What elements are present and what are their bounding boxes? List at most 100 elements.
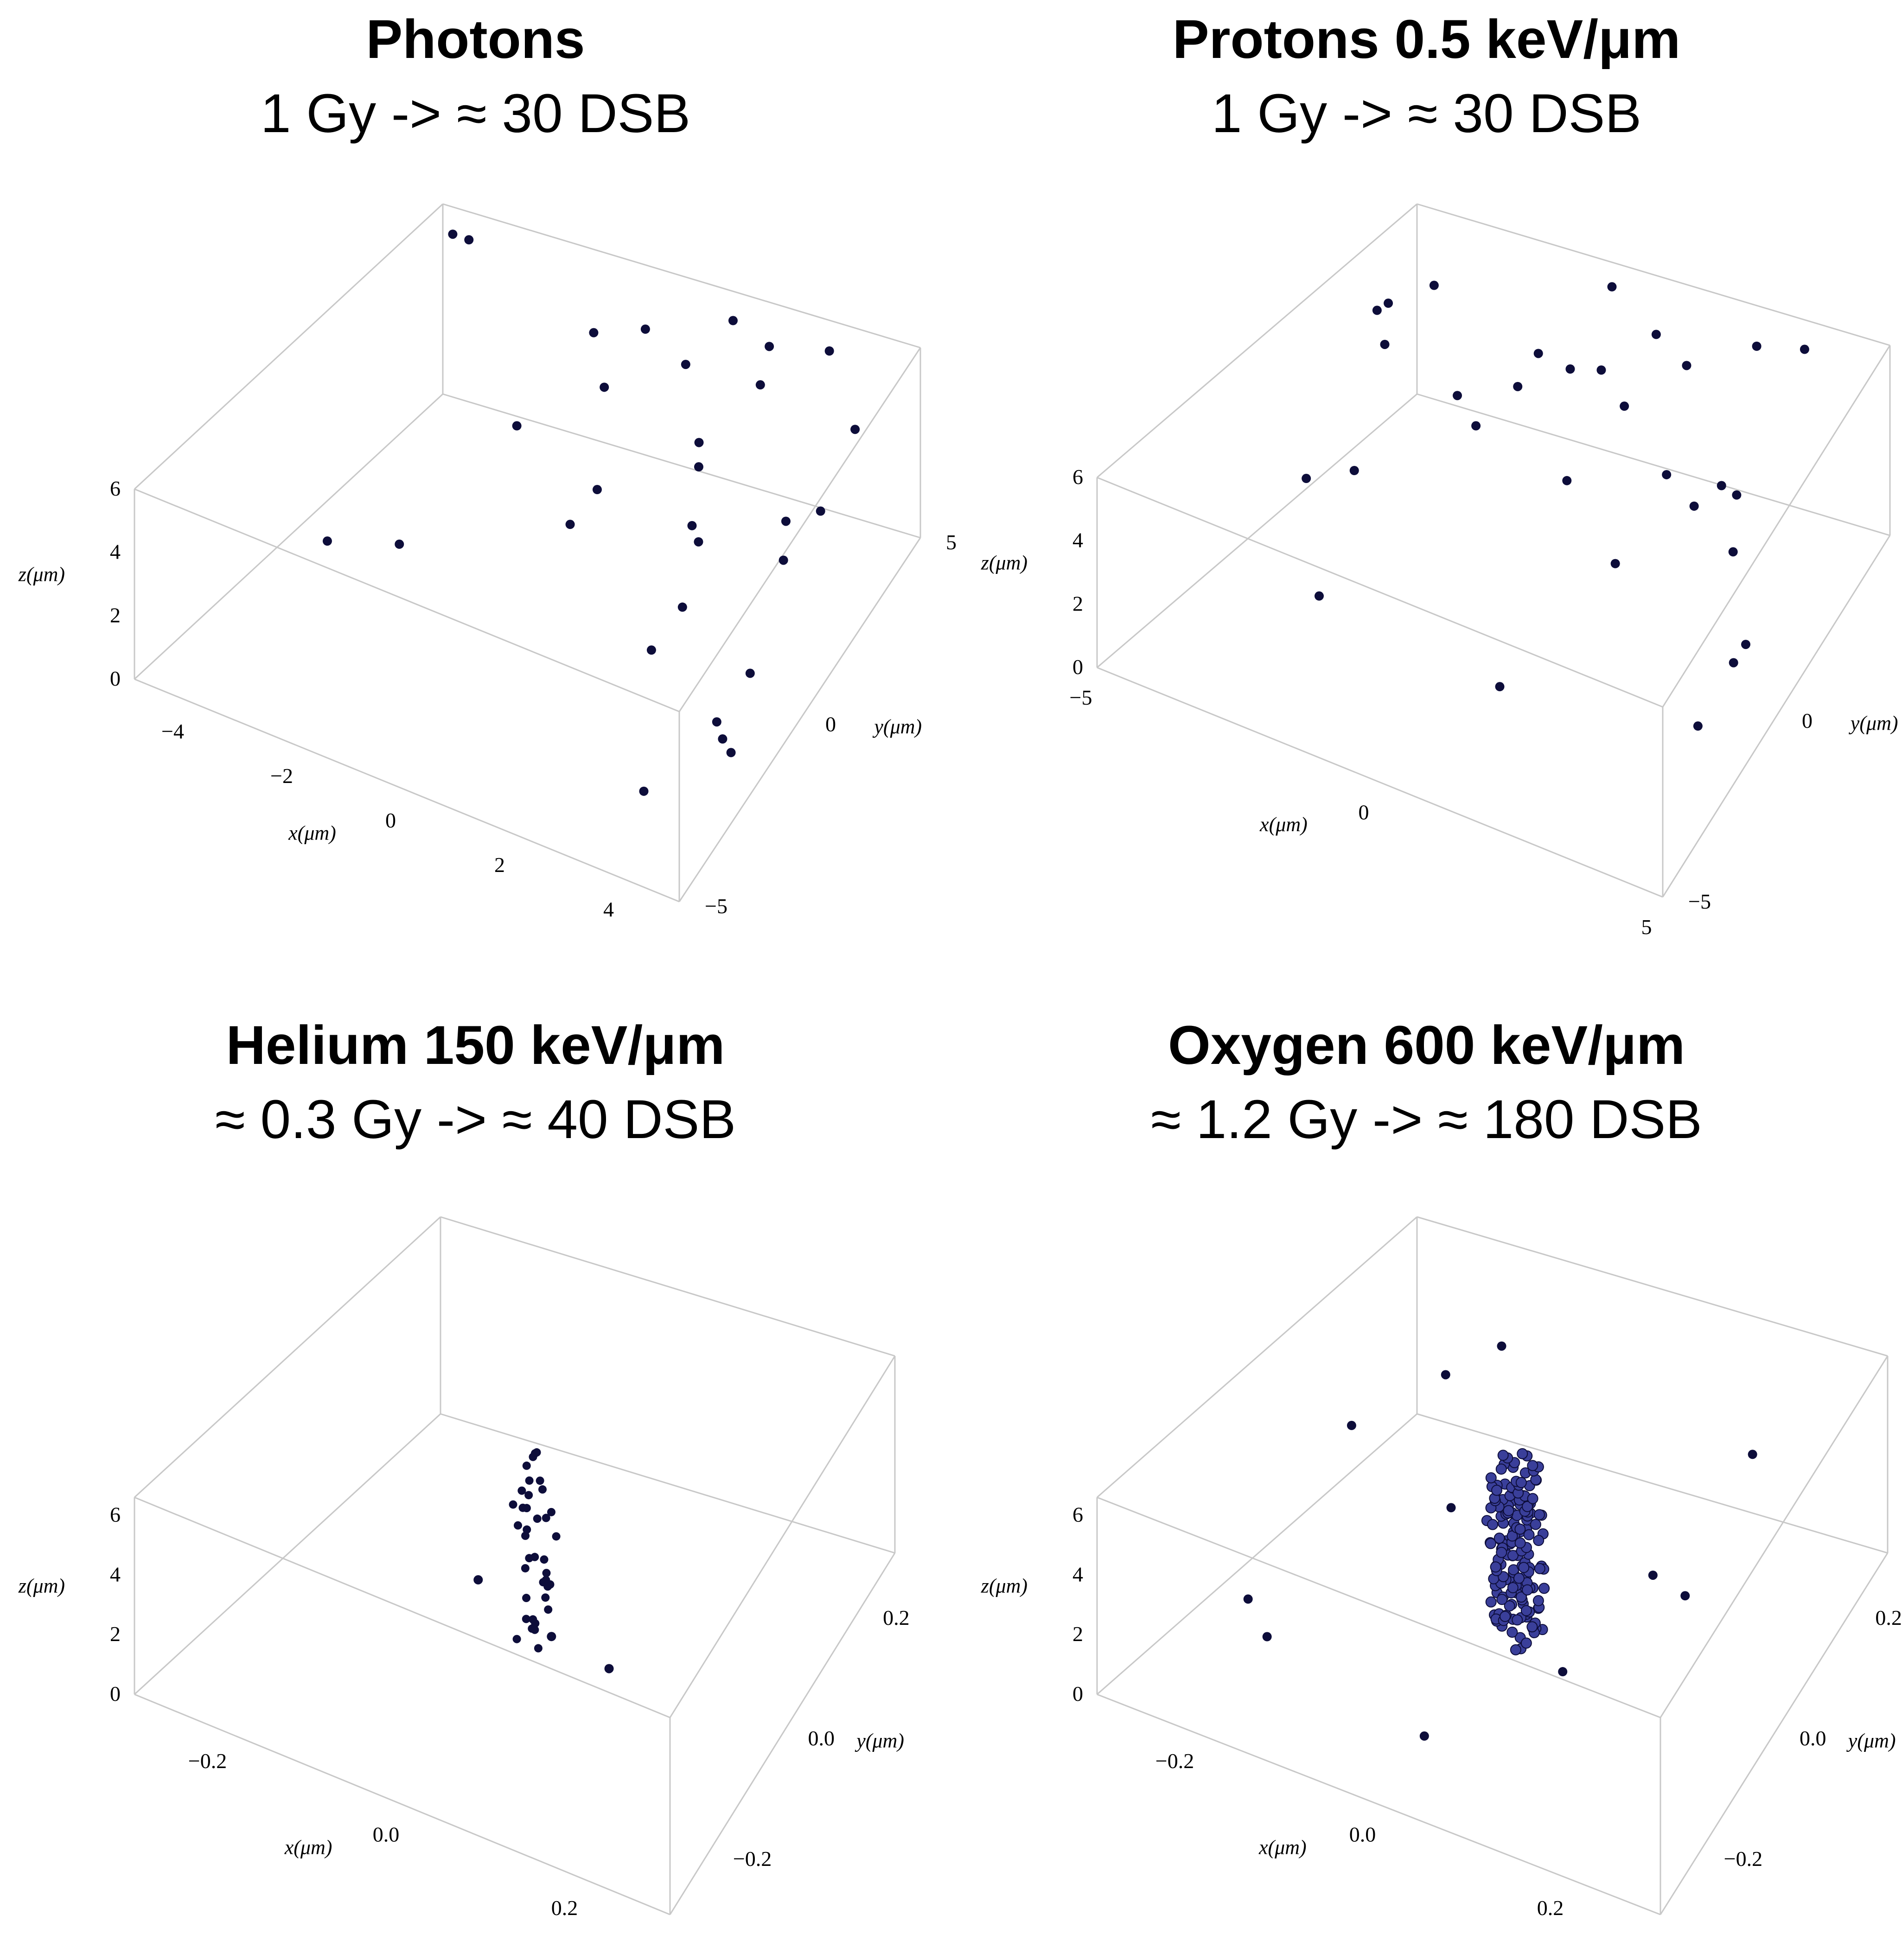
track-point [1496,1594,1508,1605]
data-point [1495,682,1505,692]
box-edge [134,1496,670,1718]
track-point [514,1521,523,1530]
data-point [1349,466,1359,476]
y-tick-label: 0.2 [883,1606,910,1629]
data-point [322,536,332,546]
photons-3d-scatter: 0 2 4 6 z(μm) −4 −2 0 2 4 x(μm) −5 0 5 y(μm) [18,203,957,921]
data-point [745,668,755,678]
x-tick-label: 0.2 [1537,1896,1564,1920]
z-tick-label: 0 [110,1682,121,1705]
chart-subtitle: 1 Gy -> ≈ 30 DSB [260,83,691,144]
data-point [565,520,575,529]
data-point [755,380,765,390]
data-point [395,539,404,549]
box-edge [1097,1413,1417,1695]
track-point [1487,1519,1499,1530]
track-point [1515,1476,1527,1488]
y-axis-label: y(μm) [1846,1729,1896,1752]
z-axis-label: z(μm) [18,1574,65,1597]
outlier-point [1347,1420,1356,1430]
track-point [529,1615,537,1624]
chart-subtitle: 1 Gy -> ≈ 30 DSB [1211,83,1642,144]
track-point [540,1555,549,1564]
y-tick-label: 5 [946,530,957,554]
box-edge [1417,393,1890,536]
track-point [530,1625,539,1634]
box-edge [134,203,444,490]
outlier-point [1419,1731,1429,1741]
y-tick-label: 0 [825,713,836,736]
track-point [1527,1493,1538,1504]
data-point [816,506,825,516]
z-axis-label: z(μm) [18,563,65,586]
data-point [779,555,788,565]
x-tick-label: −0.2 [1155,1749,1194,1773]
z-tick-label: 4 [110,540,121,564]
data-point [1471,421,1481,431]
x-tick-label: 0 [1359,801,1369,824]
track-point [1504,1600,1515,1612]
track-point [532,1448,541,1457]
oxygen-3d-scatter: 0 2 4 6 z(μm) −0.2 0.0 0.2 x(μm) −0.2 0.0 0.2 y(μm) [981,1216,1902,1920]
y-axis-label: y(μm) [872,715,922,738]
data-point [512,421,522,431]
x-tick-label: 0.0 [373,1823,400,1846]
z-tick-label: 2 [110,1622,121,1646]
x-tick-label: −0.2 [188,1749,227,1773]
y-tick-label: 0.2 [1875,1606,1902,1629]
chart-subtitle: ≈ 1.2 Gy -> ≈ 180 DSB [1151,1089,1702,1150]
track-point [1512,1614,1523,1626]
box-edge [669,1355,896,1718]
z-tick-label: 4 [1072,1562,1083,1586]
track-point [1495,1464,1507,1475]
helium-3d-scatter: 0 2 4 6 z(μm) −0.2 0.0 0.2 x(μm) −0.2 0.0 0.2 y(μm) [18,1216,910,1920]
data-point [728,316,738,325]
data-point [464,235,474,245]
data-point [1800,344,1809,354]
chart-title: Helium 150 keV/μm [226,1015,725,1076]
x-axis-label: x(μm) [1259,813,1308,836]
data-point [1565,364,1575,374]
data-point [687,521,697,530]
data-point [639,786,649,796]
track-point [1533,1534,1545,1546]
track-point [1507,1550,1519,1561]
track-point [1485,1472,1497,1483]
z-axis-label: z(μm) [981,1574,1028,1597]
data-point [1732,490,1742,500]
track-point [544,1605,553,1614]
x-axis-label: x(μm) [288,822,336,845]
z-tick-label: 6 [1072,465,1083,489]
box-edge [1097,203,1417,478]
box-edge [442,393,921,539]
data-point [1662,470,1672,479]
box-edge [134,1216,441,1498]
track-point [1526,1621,1538,1633]
track-point [522,1594,531,1603]
x-tick-label: 2 [494,853,505,877]
photons-panel: Photons 1 Gy -> ≈ 30 DSB 0 2 4 6 z(μm) −4 −2 0 2… [0,0,957,954]
z-tick-label: 0 [1072,1682,1083,1705]
data-point [589,328,599,337]
track-point [1506,1626,1518,1638]
x-tick-label: −4 [161,719,184,743]
track-point [1527,1460,1538,1471]
box-edge [1097,1216,1417,1498]
y-tick-label: −5 [705,894,728,918]
data-point [1596,365,1606,375]
data-point [681,360,690,369]
chart-title: Photons [366,9,585,70]
data-point [677,602,687,612]
y-tick-label: 0 [1802,709,1813,732]
data-point [1651,330,1661,339]
track-point [533,1515,542,1523]
box-edge [1662,535,1891,897]
x-tick-label: 0.0 [1349,1823,1376,1846]
track-point [541,1593,550,1602]
track-point [1510,1644,1521,1655]
track-point [1520,1637,1532,1649]
z-tick-label: 0 [110,667,121,690]
track-point [1533,1509,1545,1521]
track-point [1494,1533,1505,1544]
box-edge [134,393,444,680]
